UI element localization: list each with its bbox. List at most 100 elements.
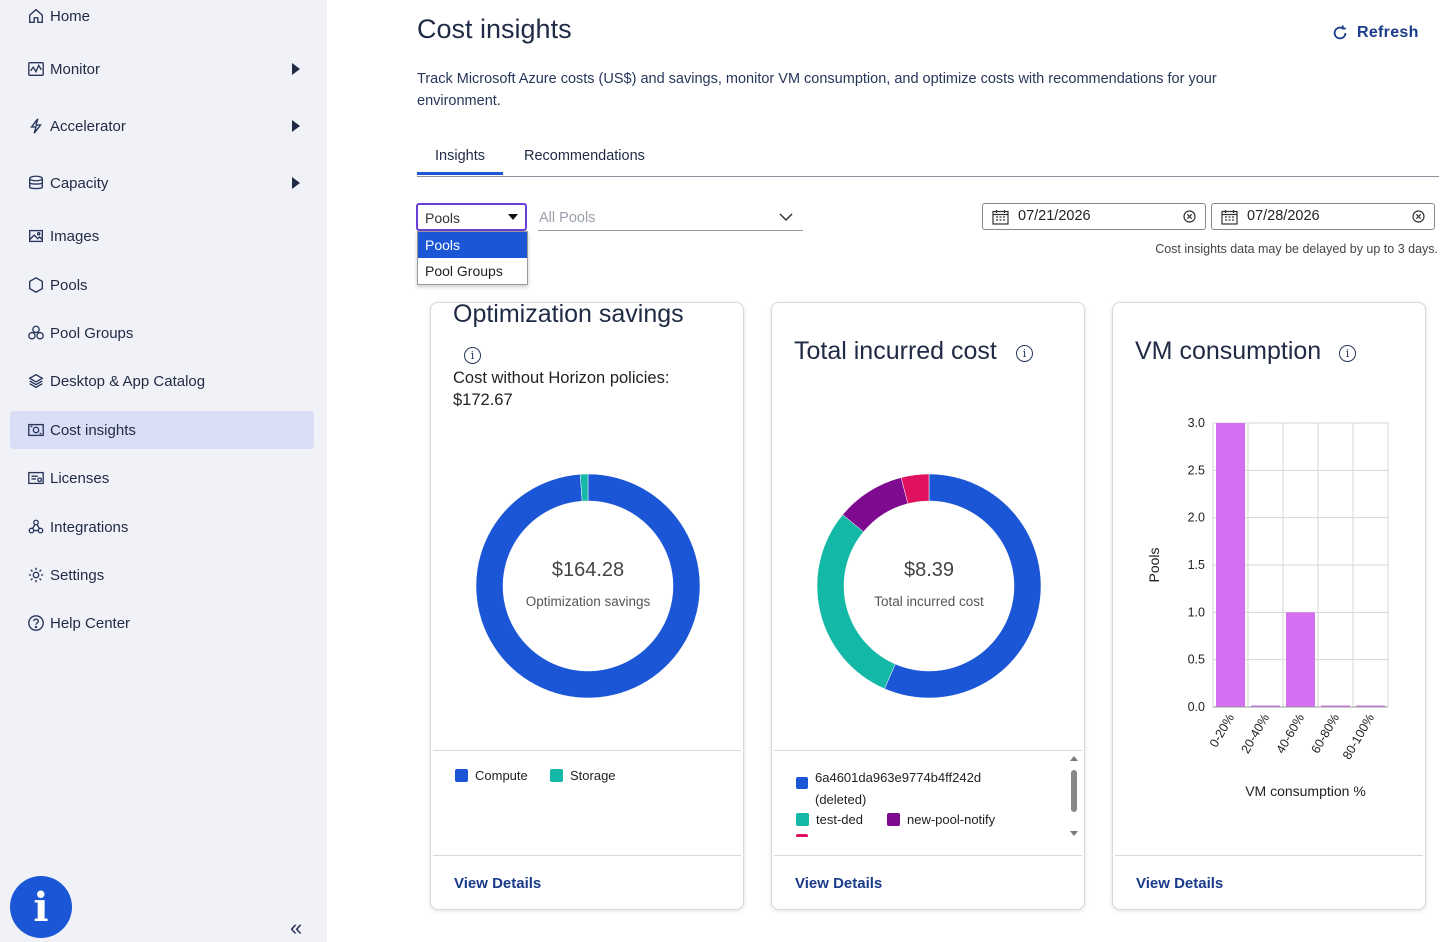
delay-note: Cost insights data may be delayed by up … [1155, 242, 1438, 256]
donut-value: $164.28 [551, 559, 625, 581]
sidebar-item-settings[interactable]: Settings [10, 556, 314, 594]
sidebar-item-help-center[interactable]: Help Center [10, 604, 314, 642]
info-icon[interactable]: i [464, 347, 481, 364]
vm-consumption-bar-chart: 0.0 0.5 1.0 1.5 2.0 2.5 3.0 0-20% 20-40% 40-60% 60… [1146, 416, 1389, 799]
legend-label: Storage [570, 768, 616, 783]
vm-consumption-card: VM consumption i 0.0 0.5 1.0 1.5 2.0 2.5 3.0 0-… [1112, 302, 1426, 910]
tab-insights[interactable]: Insights [417, 148, 503, 175]
main-content: Cost insights Refresh Track Microsoft Az… [327, 0, 1453, 942]
donut-slice-storage[interactable] [579, 473, 589, 502]
info-icon[interactable]: i [1339, 345, 1356, 362]
sidebar-item-accelerator[interactable]: Accelerator [10, 107, 314, 145]
start-date-field[interactable]: 07/21/2026 [982, 203, 1206, 230]
sidebar-item-label: Capacity [50, 174, 109, 192]
legend-item-compute[interactable]: Compute [455, 768, 528, 783]
dropdown-option-pool-groups[interactable]: Pool Groups [425, 263, 503, 279]
sidebar-item-label: Integrations [50, 518, 129, 536]
legend-swatch [887, 813, 900, 826]
legend-label: Compute [475, 768, 528, 783]
x-tick-label: 60-80% [1308, 712, 1342, 756]
tab-recommendations[interactable]: Recommendations [524, 148, 645, 164]
collapse-sidebar-icon[interactable]: « [290, 915, 303, 940]
sidebar-item-licenses[interactable]: Licenses [10, 459, 314, 497]
legend-item-storage[interactable]: Storage [550, 768, 616, 783]
expand-arrow-icon[interactable] [292, 177, 300, 189]
legend-item-deleted-pool[interactable]: 6a4601da963e9774b4ff242d (deleted) [815, 767, 981, 811]
divider [433, 750, 741, 751]
divider [774, 750, 1082, 751]
caret-down-icon [508, 214, 518, 220]
sidebar-item-label: Pools [50, 276, 88, 294]
view-details-link[interactable]: View Details [795, 875, 883, 892]
sidebar-item-label: Pool Groups [50, 324, 134, 342]
y-tick-label: 1.5 [1188, 558, 1205, 572]
layers-icon [26, 371, 46, 391]
sidebar-item-images[interactable]: Images [10, 217, 314, 255]
dropdown-option-pools[interactable]: Pools [418, 232, 527, 258]
sidebar-item-label: Home [50, 7, 91, 25]
card-title: Total incurred cost [794, 337, 997, 365]
sidebar-item-catalog[interactable]: Desktop & App Catalog [10, 362, 314, 400]
bar-80-100%[interactable] [1356, 705, 1385, 708]
legend-item-test-ded[interactable]: test-ded [796, 812, 863, 827]
group-by-select[interactable]: Pools [416, 203, 527, 231]
group-by-dropdown: Pools Pool Groups [417, 231, 528, 285]
sidebar-item-label: Help Center [50, 614, 131, 632]
sidebar-item-monitor[interactable]: Monitor [10, 50, 314, 88]
bar-60-80%[interactable] [1321, 705, 1350, 708]
expand-arrow-icon[interactable] [292, 120, 300, 132]
sidebar-item-label: Images [50, 227, 100, 245]
sidebar-item-cost-insights[interactable]: Cost insights [10, 411, 314, 449]
info-icon[interactable]: i [10, 876, 72, 938]
calendar-icon[interactable] [1221, 209, 1238, 225]
y-tick-label: 1.0 [1188, 605, 1205, 619]
refresh-button[interactable]: Refresh [1331, 24, 1419, 42]
bar-40-60%[interactable] [1286, 612, 1315, 707]
calendar-icon[interactable] [992, 209, 1009, 225]
sidebar-item-pools[interactable]: Pools [10, 266, 314, 304]
pool-groups-icon [26, 323, 46, 343]
donut-slice-compute[interactable] [475, 473, 701, 699]
gear-icon [26, 565, 46, 585]
view-details-link[interactable]: View Details [1136, 875, 1224, 892]
end-date-field[interactable]: 07/28/2026 [1211, 203, 1435, 230]
info-icon[interactable]: i [1016, 345, 1033, 362]
legend-swatch [796, 834, 808, 837]
view-details-link[interactable]: View Details [454, 875, 542, 892]
sidebar-item-home[interactable]: Home [10, 0, 314, 35]
legend-scrollbar[interactable] [1069, 755, 1079, 837]
divider [433, 855, 741, 856]
y-tick-label: 2.5 [1188, 463, 1205, 477]
donut-slice-6a4601da963e9774b4ff242d[interactable] [884, 473, 1042, 699]
sidebar-item-pool-groups[interactable]: Pool Groups [10, 314, 314, 352]
legend-item-new-pool-notify[interactable]: new-pool-notify [887, 812, 995, 827]
card-title: Optimization savings [453, 302, 684, 328]
card-title: VM consumption [1135, 337, 1322, 365]
pool-select[interactable]: All Pools [538, 207, 803, 231]
x-tick-label: 80-100% [1340, 712, 1377, 762]
pool-select-placeholder: All Pools [539, 210, 596, 226]
clear-icon[interactable] [1183, 210, 1196, 223]
donut-slice-other[interactable] [900, 473, 930, 504]
bar-20-40%[interactable] [1251, 705, 1280, 708]
page-title: Cost insights [417, 14, 572, 44]
sidebar: Home Monitor Accelerator Capacity Images… [0, 0, 327, 942]
legend-label-suffix: (deleted) [815, 792, 867, 807]
expand-arrow-icon[interactable] [292, 63, 300, 75]
lightning-icon [26, 116, 46, 136]
license-icon [26, 468, 46, 488]
sidebar-item-integrations[interactable]: Integrations [10, 508, 314, 546]
sidebar-item-label: Monitor [50, 60, 101, 78]
refresh-icon [1333, 25, 1347, 40]
divider [1115, 855, 1423, 856]
legend-swatch [455, 769, 468, 782]
cost-icon [26, 420, 46, 440]
cost-without-policies-label: Cost without Horizon policies: [453, 369, 670, 387]
bar-0-20%[interactable] [1216, 423, 1245, 707]
tab-bar: Insights Recommendations [417, 146, 1439, 177]
hexagon-icon [26, 275, 46, 295]
clear-icon[interactable] [1412, 210, 1425, 223]
sidebar-item-capacity[interactable]: Capacity [10, 164, 314, 202]
donut-center: $164.28 Optimization savings [488, 559, 688, 609]
donut-center: $8.39 Total incurred cost [829, 559, 1029, 609]
